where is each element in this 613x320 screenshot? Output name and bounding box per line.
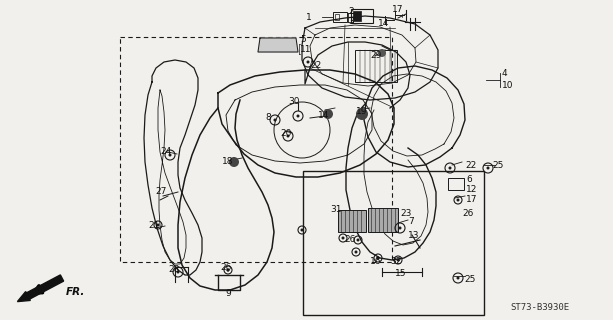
Text: 16: 16 — [370, 258, 381, 267]
Text: 19: 19 — [356, 108, 368, 116]
Bar — [351, 9, 373, 23]
Bar — [353, 11, 361, 21]
Circle shape — [376, 257, 379, 260]
Text: 2: 2 — [348, 7, 354, 17]
Circle shape — [397, 259, 400, 261]
Circle shape — [376, 257, 379, 260]
Text: 31: 31 — [330, 205, 341, 214]
Text: 17: 17 — [392, 5, 403, 14]
Bar — [120, 37, 392, 262]
Circle shape — [457, 276, 460, 279]
Circle shape — [226, 268, 229, 271]
Circle shape — [306, 60, 310, 63]
Text: 22: 22 — [465, 161, 476, 170]
Circle shape — [273, 118, 276, 122]
Text: 26: 26 — [344, 236, 356, 244]
Circle shape — [378, 49, 386, 57]
Bar — [335, 14, 339, 20]
Circle shape — [229, 157, 239, 167]
Text: 11: 11 — [300, 45, 311, 54]
Circle shape — [297, 115, 300, 117]
Text: 22: 22 — [310, 60, 321, 69]
Circle shape — [487, 166, 490, 170]
Bar — [368, 208, 398, 232]
Text: 21: 21 — [148, 220, 159, 229]
Circle shape — [398, 227, 402, 229]
Circle shape — [449, 166, 452, 170]
Text: 24: 24 — [160, 148, 171, 156]
Text: 30: 30 — [288, 97, 300, 106]
Circle shape — [286, 134, 289, 138]
FancyArrow shape — [17, 275, 64, 302]
Circle shape — [341, 236, 345, 239]
Circle shape — [357, 238, 359, 242]
Text: 25: 25 — [492, 161, 503, 170]
Circle shape — [169, 154, 172, 156]
Text: 23: 23 — [400, 210, 411, 219]
Text: 27: 27 — [155, 188, 166, 196]
Text: 6: 6 — [466, 175, 472, 185]
Text: 7: 7 — [408, 218, 414, 227]
Text: 1: 1 — [306, 12, 312, 21]
Circle shape — [300, 228, 303, 231]
Text: FR.: FR. — [66, 287, 85, 297]
Text: 25: 25 — [464, 276, 475, 284]
Bar — [338, 210, 366, 232]
Text: 32: 32 — [390, 258, 402, 267]
Text: 9: 9 — [225, 289, 230, 298]
Circle shape — [457, 198, 460, 202]
Circle shape — [356, 108, 368, 120]
Circle shape — [226, 268, 229, 271]
Text: 15: 15 — [395, 269, 406, 278]
Text: 10: 10 — [502, 81, 514, 90]
Text: 14: 14 — [378, 20, 389, 28]
Text: 14: 14 — [318, 111, 329, 121]
Text: 28: 28 — [168, 266, 180, 275]
Text: 12: 12 — [466, 186, 478, 195]
Text: 13: 13 — [408, 230, 419, 239]
Bar — [333, 12, 347, 22]
Circle shape — [156, 223, 159, 227]
Bar — [448, 178, 464, 190]
Text: 26: 26 — [462, 210, 473, 219]
Text: 29: 29 — [370, 51, 381, 60]
Text: ST73-B3930E: ST73-B3930E — [511, 303, 569, 313]
Text: 3: 3 — [348, 18, 354, 27]
Bar — [303, 171, 484, 315]
Text: 26: 26 — [220, 263, 231, 273]
Polygon shape — [258, 38, 298, 52]
Text: 5: 5 — [300, 36, 306, 44]
Bar — [355, 50, 397, 82]
Text: 4: 4 — [502, 68, 508, 77]
Text: 20: 20 — [280, 130, 291, 139]
Text: 8: 8 — [265, 114, 271, 123]
Text: 18: 18 — [222, 157, 234, 166]
Circle shape — [323, 109, 333, 119]
Circle shape — [177, 270, 180, 274]
Text: 17: 17 — [466, 196, 478, 204]
Circle shape — [354, 251, 357, 253]
